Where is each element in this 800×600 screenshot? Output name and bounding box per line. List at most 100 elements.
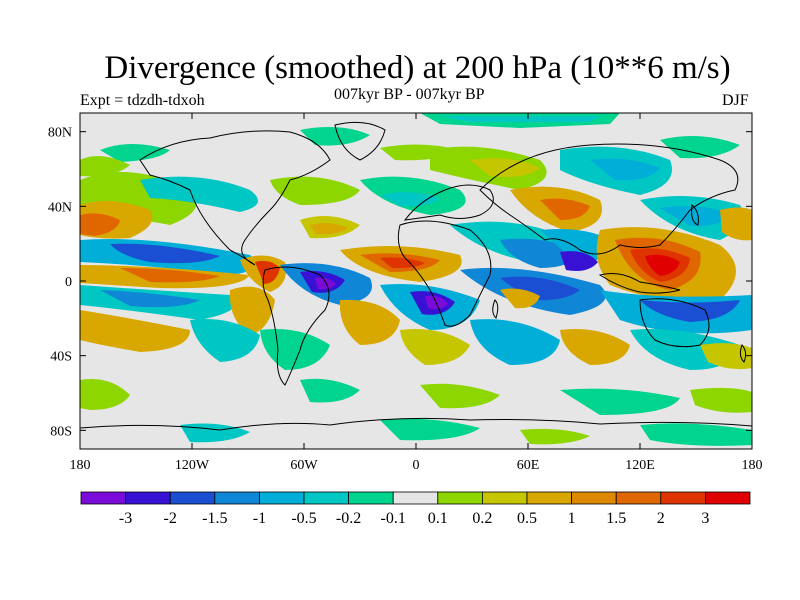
colorbar-label: -0.1 bbox=[381, 510, 406, 527]
colorbar-label: -3 bbox=[119, 510, 132, 527]
colorbar-label: -1 bbox=[253, 510, 266, 527]
colorbar-label: 0.1 bbox=[428, 510, 448, 527]
coastline-antarctica bbox=[80, 417, 752, 431]
contour-fill bbox=[660, 206, 730, 227]
contour-fill bbox=[310, 223, 348, 235]
colorbar-swatch bbox=[214, 491, 260, 505]
colorbar-swatch bbox=[615, 491, 662, 505]
contour-fill bbox=[540, 198, 590, 220]
coastline-asia bbox=[479, 143, 739, 255]
coastline-africa bbox=[397, 220, 492, 327]
coastline-greenland bbox=[334, 121, 386, 161]
contour-fill bbox=[140, 176, 258, 212]
map-panel: 80N 40N 0 40S 80S 180 120W 60W 0 60E 120E 180 bbox=[48, 112, 763, 473]
latitude-axis: 80N 40N 0 40S 80S bbox=[48, 126, 752, 439]
colorbar-label: 2 bbox=[657, 510, 665, 527]
colorbar-swatch bbox=[169, 491, 216, 505]
contour-fill bbox=[560, 251, 598, 271]
contour-fill bbox=[80, 310, 190, 352]
colorbar-swatch bbox=[80, 491, 126, 505]
coastline-north-america bbox=[139, 130, 331, 266]
contour-fill bbox=[720, 207, 752, 241]
lon-tick-label: 120W bbox=[175, 458, 210, 473]
lon-tick-label: 180 bbox=[70, 458, 91, 473]
contour-fill bbox=[500, 276, 580, 301]
contour-fill bbox=[300, 378, 360, 403]
colorbar-label: 0.5 bbox=[517, 510, 537, 527]
contour-fill bbox=[300, 126, 370, 146]
contour-fill bbox=[660, 136, 740, 159]
contour-fill bbox=[100, 290, 200, 308]
contour-fills bbox=[80, 113, 752, 446]
colorbar-label: 1 bbox=[568, 510, 576, 527]
colorbar-swatch bbox=[258, 491, 305, 505]
colorbar-swatch bbox=[705, 491, 751, 505]
coastlines bbox=[80, 121, 752, 431]
colorbar-swatch bbox=[526, 491, 572, 505]
contour-fill bbox=[110, 243, 220, 264]
colorbar-label: 1.5 bbox=[606, 510, 626, 527]
coastline-europe bbox=[403, 184, 494, 221]
coastline-new-zealand bbox=[739, 344, 747, 363]
lat-tick-label: 80S bbox=[50, 424, 72, 439]
contour-fill bbox=[560, 388, 680, 415]
lon-tick-label: 0 bbox=[413, 458, 420, 473]
lon-tick-label: 180 bbox=[742, 458, 763, 473]
contour-fill bbox=[270, 176, 360, 205]
contour-fill bbox=[690, 387, 752, 413]
lat-tick-label: 40N bbox=[48, 200, 72, 215]
contour-fill bbox=[80, 213, 120, 236]
longitude-axis: 180 120W 60W 0 60E 120E 180 bbox=[70, 113, 763, 473]
contour-fill bbox=[339, 299, 400, 345]
contour-fill bbox=[229, 286, 275, 335]
colorbar-swatch bbox=[348, 491, 394, 505]
contour-fill bbox=[80, 156, 130, 177]
contour-fill bbox=[470, 158, 540, 177]
contour-fill bbox=[440, 116, 600, 122]
colorbar-swatch bbox=[571, 491, 617, 505]
colorbar-label: 3 bbox=[701, 510, 709, 527]
season-label: DJF bbox=[722, 92, 749, 109]
colorbar-label: -0.5 bbox=[291, 510, 316, 527]
colorbar-swatch bbox=[660, 491, 706, 505]
lat-tick-label: 40S bbox=[50, 350, 72, 365]
lon-tick-label: 120E bbox=[625, 458, 655, 473]
contour-fill bbox=[380, 418, 480, 441]
lat-tick-label: 0 bbox=[65, 275, 72, 290]
coastline-south-america bbox=[262, 266, 330, 386]
coastline-indonesia bbox=[598, 273, 681, 294]
experiment-label: Expt = tdzdh-tdxoh bbox=[80, 92, 205, 109]
colorbar-swatch bbox=[437, 491, 483, 505]
contour-fill bbox=[640, 423, 752, 446]
colorbar-swatch bbox=[392, 491, 439, 505]
contour-fill bbox=[380, 257, 425, 269]
contour-fill bbox=[120, 268, 220, 283]
contour-fill bbox=[520, 428, 590, 445]
chart-subtitle: 007kyr BP - 007kyr BP bbox=[334, 86, 485, 103]
colorbar-label: -0.2 bbox=[336, 510, 361, 527]
colorbar-label: -1.5 bbox=[202, 510, 227, 527]
coastline-japan bbox=[691, 203, 699, 226]
contour-fill bbox=[255, 260, 280, 284]
contour-fill bbox=[590, 158, 660, 181]
contour-fill bbox=[380, 192, 440, 207]
contour-fill bbox=[560, 329, 630, 365]
lon-tick-label: 60W bbox=[290, 458, 318, 473]
colorbar-label: -2 bbox=[164, 510, 177, 527]
coastline-australia bbox=[639, 298, 710, 348]
colorbar-swatch bbox=[303, 491, 349, 505]
lat-tick-label: 80N bbox=[48, 126, 72, 141]
coastline-madagascar bbox=[492, 299, 499, 319]
contour-fill bbox=[100, 144, 170, 162]
contour-fill bbox=[190, 319, 260, 362]
contour-fill bbox=[500, 288, 540, 309]
lon-tick-label: 60E bbox=[517, 458, 540, 473]
contour-fill bbox=[315, 277, 336, 290]
colorbar-swatch bbox=[125, 491, 171, 505]
contour-fill bbox=[400, 329, 470, 365]
contour-fill bbox=[645, 254, 680, 276]
colorbar-swatch bbox=[481, 491, 528, 505]
colorbar: -3 -2 -1.5 -1 -0.5 -0.2 -0.1 0.1 0.2 0.5 1 1.5 2 3 bbox=[80, 491, 751, 527]
colorbar-label: 0.2 bbox=[472, 510, 492, 527]
